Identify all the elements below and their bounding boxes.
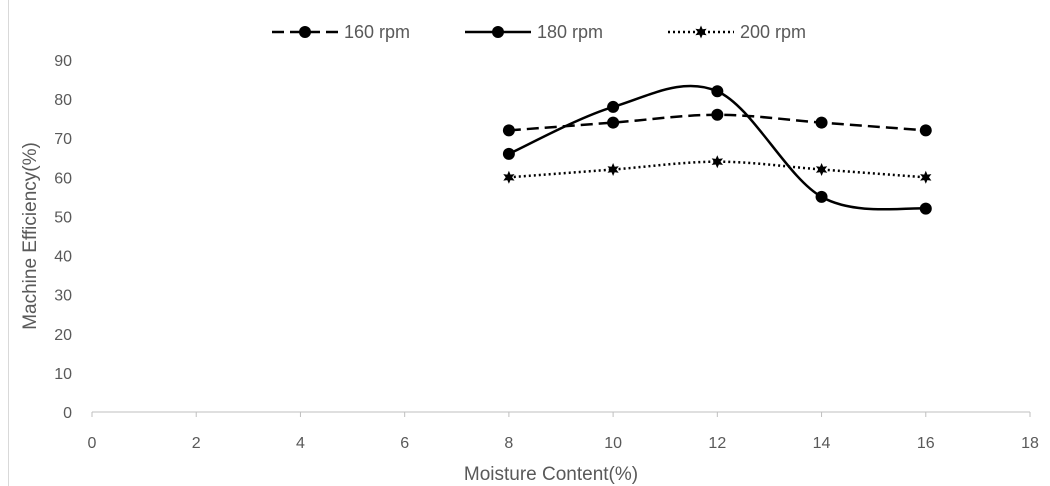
series-1-point: [607, 100, 620, 113]
series-line-1: [508, 84, 926, 211]
x-tick-label: 18: [1021, 435, 1039, 452]
legend-label-0: 160 rpm: [344, 22, 410, 42]
series-0-point: [711, 108, 724, 121]
series-1-point: [711, 85, 724, 98]
x-tick-label: 16: [917, 435, 935, 452]
x-tick-label: 6: [400, 435, 409, 452]
x-tick-label: 14: [813, 435, 831, 452]
series-2-point: [920, 170, 932, 184]
series-0-point: [815, 116, 828, 129]
y-tick-label: 30: [54, 288, 72, 305]
y-axis-title: Machine Efficiency(%): [20, 142, 41, 330]
y-tick-label: 60: [54, 170, 72, 187]
legend-marker-1: [492, 26, 504, 38]
x-tick-label: 2: [192, 435, 201, 452]
x-tick-label: 12: [708, 435, 726, 452]
y-tick-label: 40: [54, 249, 72, 266]
y-tick-label: 70: [54, 131, 72, 148]
series-1-point: [919, 202, 932, 215]
legend-label-1: 180 rpm: [537, 22, 603, 42]
x-tick-label: 10: [604, 435, 622, 452]
legend-label-2: 200 rpm: [740, 22, 806, 42]
y-tick-label: 10: [54, 366, 72, 383]
series-1-point: [502, 147, 515, 160]
series-0-point: [607, 116, 620, 129]
x-tick-label: 4: [296, 435, 305, 452]
y-tick-label: 80: [54, 92, 72, 109]
series-0-point: [502, 124, 515, 137]
series-2-point: [503, 170, 515, 184]
y-tick-label: 50: [54, 209, 72, 226]
x-tick-label: 8: [504, 435, 513, 452]
x-tick-label: 0: [88, 435, 97, 452]
y-tick-label: 90: [54, 53, 72, 70]
series-2-point: [607, 163, 619, 176]
y-tick-label: 20: [54, 327, 72, 344]
series-2-point: [711, 155, 723, 169]
x-axis-title: Moisture Content(%): [464, 464, 638, 485]
y-tick-label: 0: [63, 405, 72, 422]
legend-marker-0: [299, 26, 311, 38]
series-2-point: [815, 163, 828, 176]
legend-marker-2: [695, 25, 707, 39]
series-0-point: [919, 124, 932, 137]
chart-frame: [8, 0, 1050, 486]
series-1-point: [815, 190, 828, 203]
